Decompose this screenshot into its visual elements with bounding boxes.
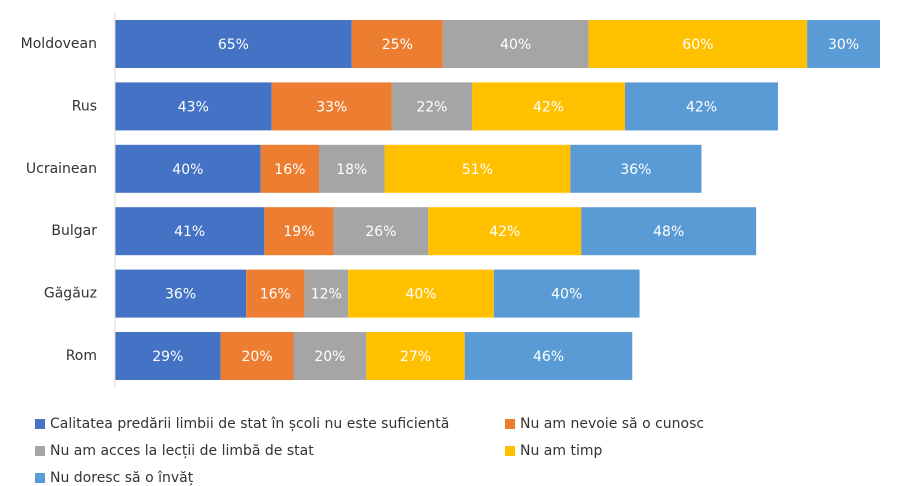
bar-segment <box>304 269 349 318</box>
bar-segment <box>366 332 465 380</box>
bar-segment <box>333 207 429 256</box>
bar-segment <box>493 269 640 318</box>
category-label: Ucrainean <box>26 161 97 177</box>
data-label: 42% <box>489 224 520 240</box>
plot-area <box>115 20 880 380</box>
data-label: 40% <box>172 162 203 178</box>
data-label: 16% <box>274 162 305 178</box>
data-label: 42% <box>533 99 564 115</box>
category-label: Bulgar <box>51 223 97 239</box>
bar-segment <box>391 82 472 131</box>
bar-segment <box>428 207 582 256</box>
bar-segment <box>220 332 294 380</box>
legend-label: Nu doresc să o învăț <box>50 470 194 486</box>
bar-segment <box>807 20 880 68</box>
bar-segment <box>442 20 589 68</box>
legend-swatch <box>35 419 45 429</box>
data-label: 48% <box>653 224 684 240</box>
data-label: 12% <box>311 287 342 303</box>
category-label: Rom <box>66 348 97 364</box>
data-label: 42% <box>686 99 717 115</box>
bar-segment <box>271 82 392 131</box>
data-label: 25% <box>382 37 413 53</box>
legend-label: Nu am acces la lecții de limbă de stat <box>50 443 314 459</box>
bar-segment <box>625 82 778 131</box>
bar-segment <box>264 207 334 256</box>
data-label: 46% <box>533 349 564 365</box>
data-label: 18% <box>336 162 367 178</box>
data-label: 36% <box>165 287 196 303</box>
bar-segment <box>588 20 808 68</box>
data-label: 40% <box>551 287 582 303</box>
legend-swatch <box>505 446 515 456</box>
category-label: Găgăuz <box>44 286 97 302</box>
bar-segment <box>115 20 352 68</box>
bar-segment <box>348 269 494 318</box>
data-label: 60% <box>682 37 713 53</box>
legend-swatch <box>35 446 45 456</box>
bar-segment <box>472 82 625 131</box>
data-label: 26% <box>365 224 396 240</box>
bar-segment <box>570 144 702 193</box>
legend-swatch <box>35 473 45 483</box>
data-label: 43% <box>178 99 209 115</box>
data-label: 51% <box>462 162 493 178</box>
data-label: 22% <box>416 99 447 115</box>
data-label: 29% <box>152 349 183 365</box>
data-label: 19% <box>283 224 314 240</box>
data-label: 40% <box>405 287 436 303</box>
data-label: 16% <box>260 287 291 303</box>
legend-label: Calitatea predării limbii de stat în șco… <box>50 416 449 432</box>
bar-segment <box>115 207 265 256</box>
bar-segment <box>384 144 571 193</box>
data-label: 20% <box>242 349 273 365</box>
data-label: 65% <box>218 37 249 53</box>
bar-segment <box>115 269 247 318</box>
legend-swatch <box>505 419 515 429</box>
legend-label: Nu am nevoie să o cunosc <box>520 416 704 432</box>
bar-segment <box>464 332 633 380</box>
category-label: Rus <box>72 98 97 114</box>
bar-segment <box>246 269 305 318</box>
data-label: 41% <box>174 224 205 240</box>
data-label: 20% <box>314 349 345 365</box>
bar-segment <box>319 144 385 193</box>
bar-segment <box>293 332 367 380</box>
bar-segment <box>260 144 319 193</box>
bar-segment <box>351 20 443 68</box>
bar-segment <box>115 144 261 193</box>
data-label: 33% <box>316 99 347 115</box>
data-label: 36% <box>620 162 651 178</box>
bar-segment <box>581 207 757 256</box>
legend-label: Nu am timp <box>520 443 602 459</box>
data-label: 30% <box>828 37 859 53</box>
category-label: Moldovean <box>21 36 97 52</box>
data-label: 40% <box>500 37 531 53</box>
bar-segment <box>115 82 272 131</box>
bar-segment <box>115 332 221 380</box>
data-label: 27% <box>400 349 431 365</box>
